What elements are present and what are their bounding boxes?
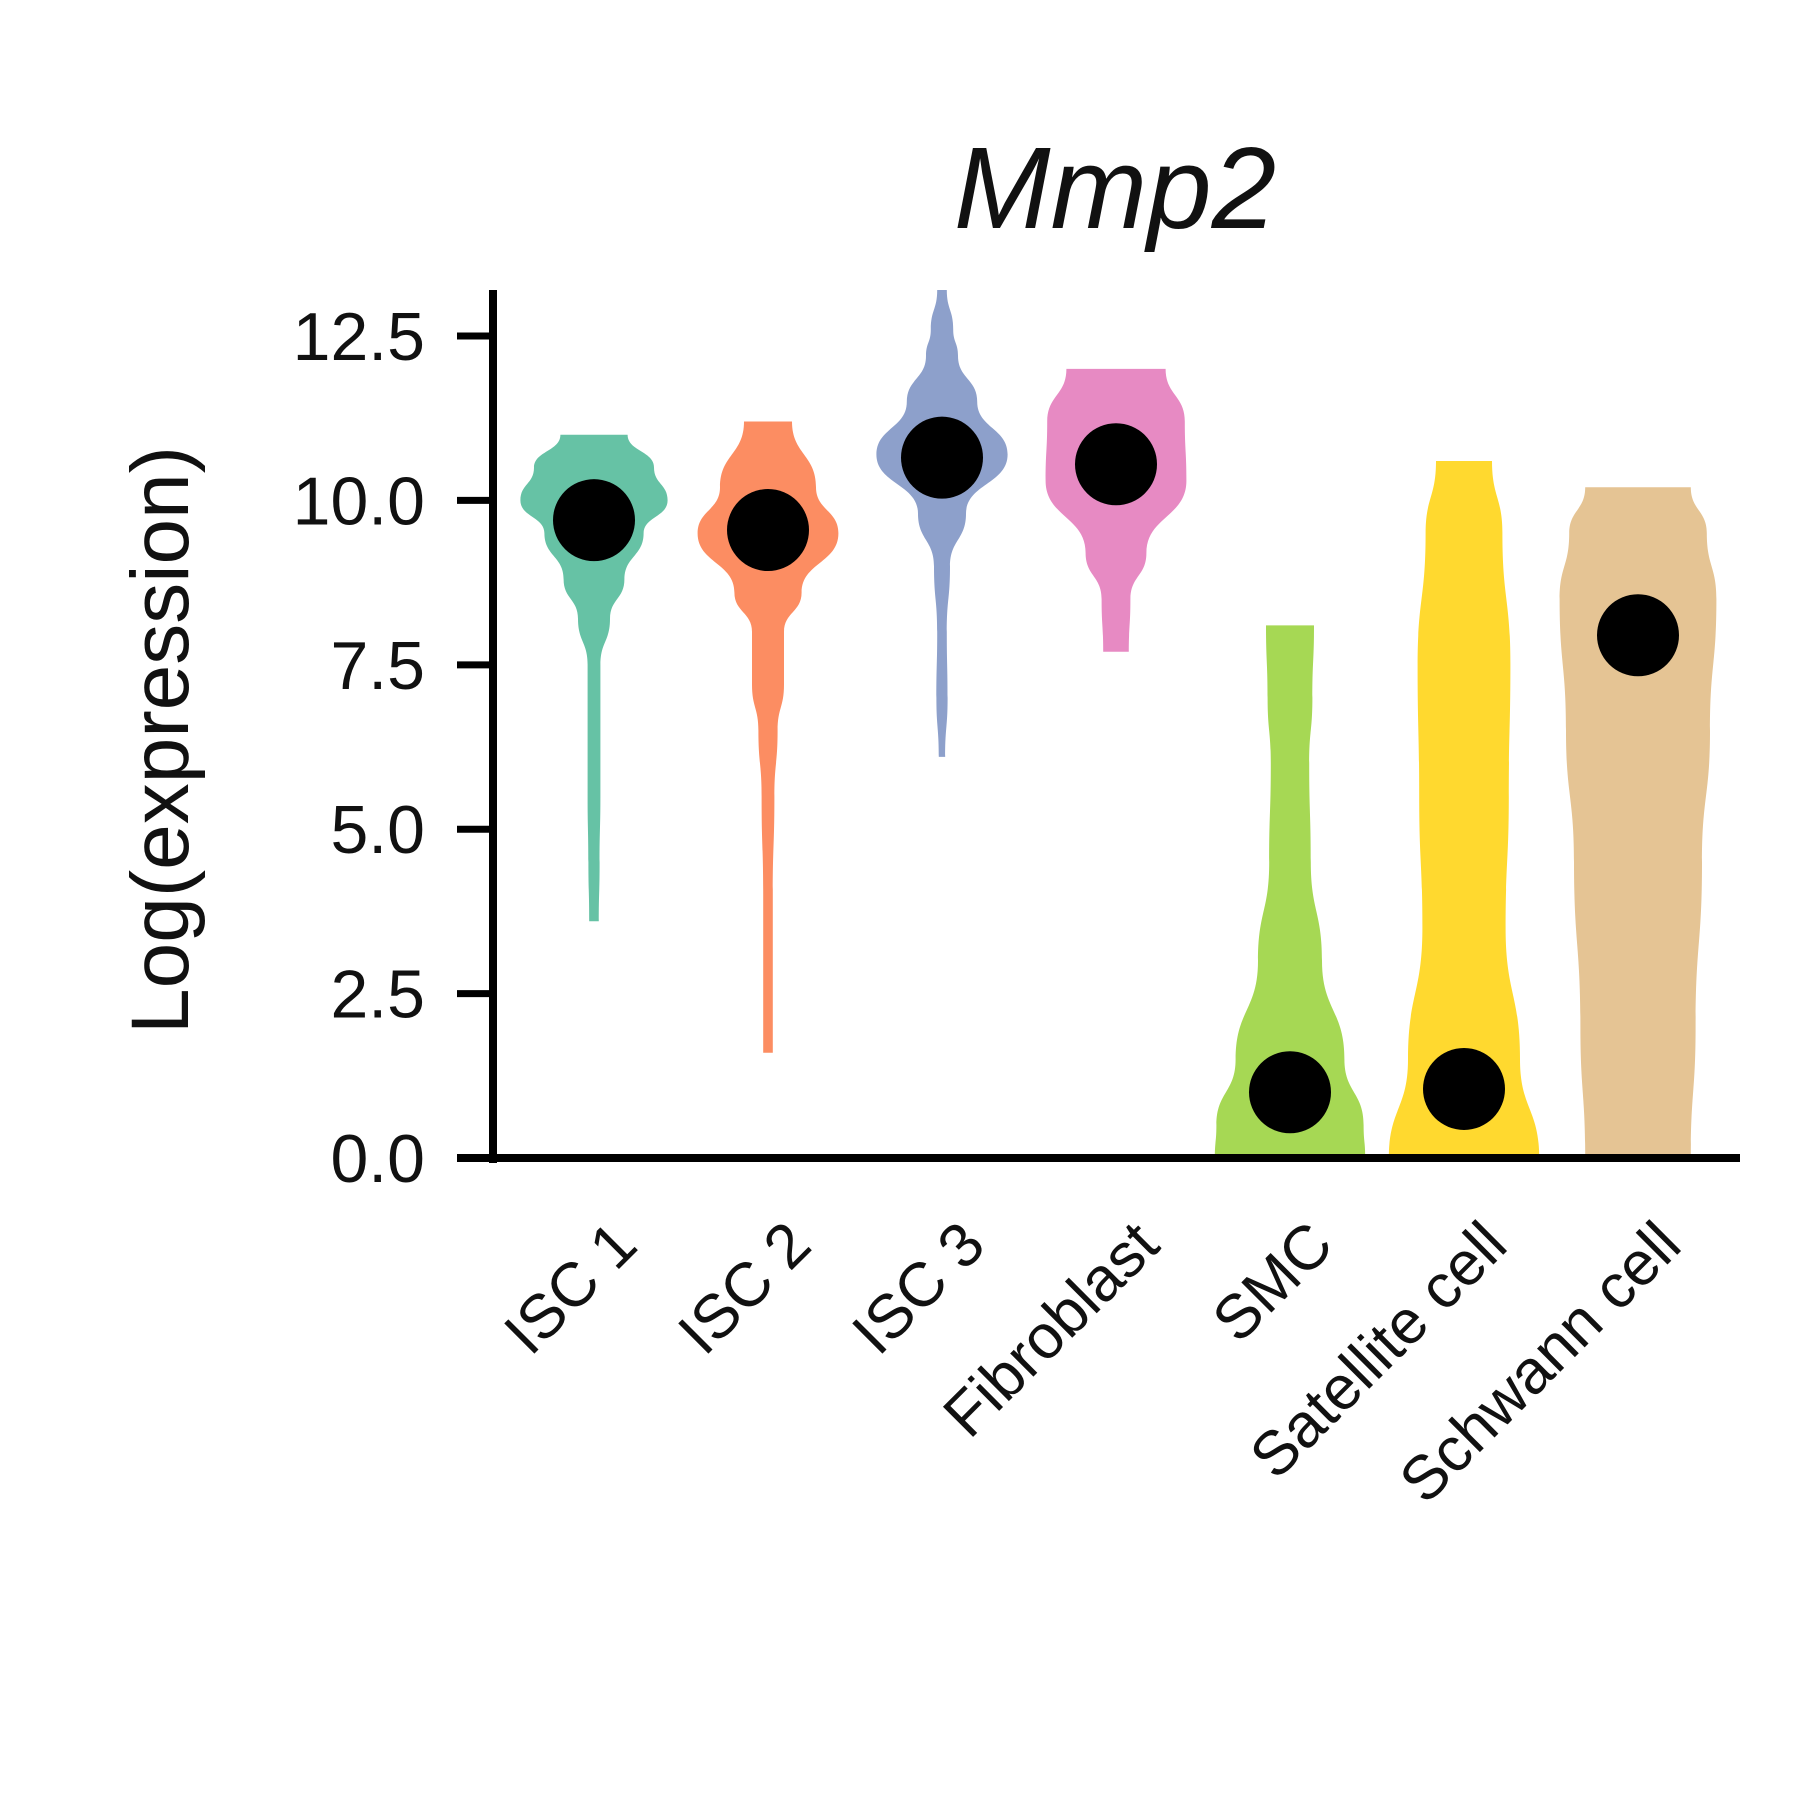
mean-dot-smc	[1249, 1051, 1331, 1134]
y-tick-label: 2.5	[330, 957, 425, 1033]
violin-isc-2	[697, 421, 839, 1053]
y-tick-label: 12.5	[293, 299, 425, 375]
violin-group	[520, 290, 1717, 1158]
mean-dot-satellite-cell	[1423, 1047, 1505, 1130]
y-tick-label: 7.5	[330, 628, 425, 704]
violin-fibroblast	[1045, 368, 1187, 652]
y-axis-title: Log(expression)	[115, 446, 206, 1034]
y-axis: 0.0 2.5 5.0 7.5 10.0 12.5	[293, 290, 497, 1197]
y-tick-label: 0.0	[330, 1121, 425, 1197]
violin-isc-3	[876, 290, 1008, 757]
mean-dot-group	[553, 416, 1679, 1134]
violin-isc-1	[520, 434, 668, 922]
mean-dot-fibroblast	[1075, 423, 1157, 506]
violin-satellite-cell	[1388, 461, 1540, 1158]
chart-title: Mmp2	[954, 123, 1276, 253]
mean-dot-isc-1	[553, 479, 635, 562]
y-tick-label: 5.0	[330, 792, 425, 868]
mean-dot-isc-3	[901, 416, 983, 499]
mean-dot-isc-2	[727, 489, 809, 572]
x-tick-label: ISC 1	[491, 1209, 649, 1367]
violin-smc	[1214, 625, 1366, 1158]
y-tick-label: 10.0	[293, 463, 425, 539]
mean-dot-schwann-cell	[1597, 594, 1679, 677]
x-tick-label: SMC	[1200, 1209, 1346, 1355]
x-tick-label: ISC 3	[839, 1209, 997, 1367]
x-tick-label: ISC 2	[665, 1209, 823, 1367]
violin-schwann-cell	[1559, 487, 1717, 1158]
